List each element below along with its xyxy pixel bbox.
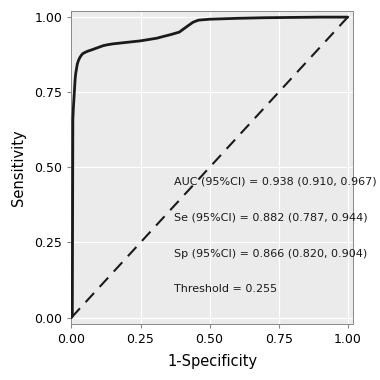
Text: Se (95%CI) = 0.882 (0.787, 0.944): Se (95%CI) = 0.882 (0.787, 0.944) — [174, 213, 368, 223]
Y-axis label: Sensitivity: Sensitivity — [11, 129, 26, 206]
Text: Sp (95%CI) = 0.866 (0.820, 0.904): Sp (95%CI) = 0.866 (0.820, 0.904) — [174, 249, 367, 258]
Text: Threshold = 0.255: Threshold = 0.255 — [174, 285, 277, 294]
X-axis label: 1-Specificity: 1-Specificity — [167, 354, 257, 369]
Text: AUC (95%CI) = 0.938 (0.910, 0.967): AUC (95%CI) = 0.938 (0.910, 0.967) — [174, 177, 377, 187]
